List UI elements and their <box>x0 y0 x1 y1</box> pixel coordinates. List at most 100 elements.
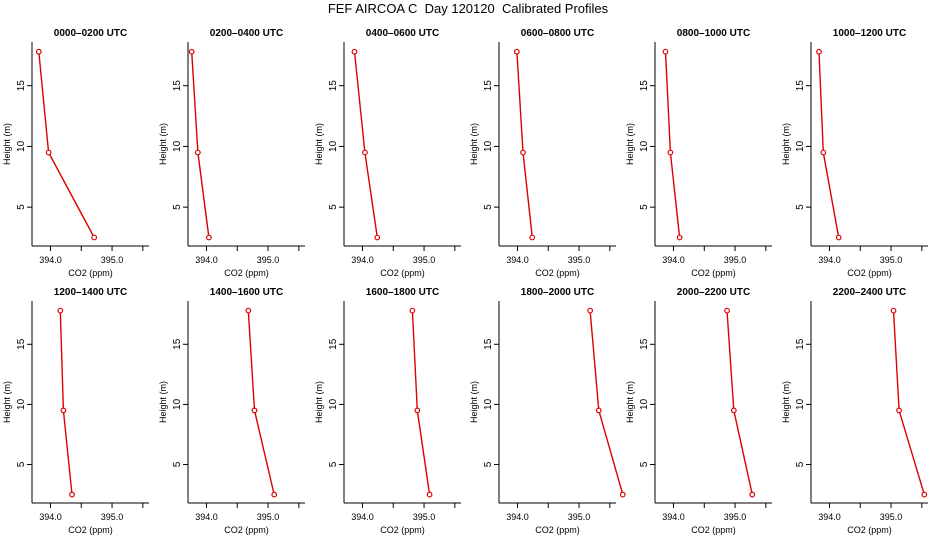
y-tick-label: 10 <box>483 398 494 410</box>
x-tick-label: 395.0 <box>880 512 903 522</box>
x-tick-label: 395.0 <box>413 255 436 265</box>
x-axis-label: CO2 (ppm) <box>68 525 113 535</box>
x-axis-label: CO2 (ppm) <box>224 525 269 535</box>
profile-line <box>191 51 210 238</box>
x-axis-label: CO2 (ppm) <box>847 268 892 278</box>
y-tick-label: 15 <box>795 80 806 92</box>
x-tick-label: 394.0 <box>195 512 218 522</box>
data-point <box>667 149 674 156</box>
data-point <box>245 307 252 314</box>
panel-title: 2200–2400 UTC <box>833 287 906 298</box>
profile-line <box>516 51 533 238</box>
panel-title: 0800–1000 UTC <box>677 28 750 39</box>
y-tick-label: 15 <box>16 338 27 350</box>
panel-title: 2000–2200 UTC <box>677 287 750 298</box>
y-tick-label: 5 <box>639 461 650 467</box>
x-tick-label: 395.0 <box>880 255 903 265</box>
x-tick-label: 395.0 <box>257 255 280 265</box>
profile-line <box>59 310 73 495</box>
x-axis-label: CO2 (ppm) <box>847 525 892 535</box>
x-tick-label: 394.0 <box>818 512 841 522</box>
x-axis-label: CO2 (ppm) <box>691 268 736 278</box>
data-point <box>271 491 278 498</box>
x-tick-label: 394.0 <box>195 255 218 265</box>
x-tick-label: 394.0 <box>351 255 374 265</box>
data-point <box>374 234 381 241</box>
data-point <box>816 48 822 55</box>
data-point <box>188 48 195 55</box>
y-axis-label: Height (m) <box>469 123 479 165</box>
data-point <box>513 48 520 55</box>
y-tick-label: 10 <box>16 140 27 152</box>
data-point <box>426 491 433 498</box>
data-point <box>91 234 98 241</box>
y-axis-label: Height (m) <box>158 123 168 165</box>
panel-title: 1600–1800 UTC <box>366 287 439 298</box>
y-tick-label: 5 <box>328 461 339 467</box>
profile-line <box>589 310 624 495</box>
y-tick-label: 15 <box>483 80 494 92</box>
y-tick-label: 5 <box>172 461 183 467</box>
x-axis-label: CO2 (ppm) <box>68 268 113 278</box>
y-tick-label: 15 <box>16 80 27 92</box>
panel-title: 1800–2000 UTC <box>521 287 594 298</box>
profile-line <box>726 310 753 495</box>
profile-line <box>664 51 681 238</box>
data-point <box>921 491 928 498</box>
x-tick-label: 395.0 <box>568 512 591 522</box>
data-point <box>529 234 536 241</box>
x-axis-label: CO2 (ppm) <box>691 525 736 535</box>
y-axis-label: Height (m) <box>625 123 635 165</box>
y-tick-label: 15 <box>639 80 650 92</box>
panel-title: 0200–0400 UTC <box>210 28 283 39</box>
data-point <box>619 491 626 498</box>
y-tick-label: 15 <box>795 338 806 350</box>
x-tick-label: 394.0 <box>351 512 374 522</box>
data-point <box>362 149 368 156</box>
x-tick-label: 395.0 <box>568 255 591 265</box>
panel-title: 0000–0200 UTC <box>54 28 127 39</box>
x-tick-label: 394.0 <box>506 255 529 265</box>
data-point <box>730 407 737 414</box>
data-point <box>896 407 902 414</box>
data-point <box>587 307 594 314</box>
data-point <box>206 234 212 241</box>
x-tick-label: 395.0 <box>724 255 747 265</box>
y-axis-label: Height (m) <box>2 381 12 423</box>
panel-title: 1200–1400 UTC <box>54 287 127 298</box>
data-point <box>414 407 421 414</box>
y-tick-label: 10 <box>795 398 806 410</box>
data-point <box>45 149 52 156</box>
data-point <box>57 307 64 314</box>
y-tick-label: 10 <box>639 140 650 152</box>
profile-line <box>411 310 431 495</box>
panel-title: 0400–0600 UTC <box>366 28 439 39</box>
y-tick-label: 15 <box>483 338 494 350</box>
y-tick-label: 10 <box>172 140 183 152</box>
data-point <box>194 149 201 156</box>
x-axis-label: CO2 (ppm) <box>535 525 580 535</box>
data-point <box>749 491 756 498</box>
data-point <box>409 307 416 314</box>
profile-line <box>38 51 95 238</box>
y-tick-label: 10 <box>16 398 27 410</box>
data-point <box>251 407 258 414</box>
x-axis-label: CO2 (ppm) <box>380 268 425 278</box>
profile-line <box>247 310 275 495</box>
y-tick-label: 15 <box>328 338 339 350</box>
x-tick-label: 394.0 <box>39 255 62 265</box>
x-tick-label: 395.0 <box>257 512 280 522</box>
x-tick-label: 395.0 <box>413 512 436 522</box>
panel-title: 1400–1600 UTC <box>210 287 283 298</box>
x-tick-label: 394.0 <box>818 255 841 265</box>
y-tick-label: 5 <box>16 204 27 210</box>
y-tick-label: 5 <box>172 204 183 210</box>
data-point <box>520 149 526 156</box>
y-axis-label: Height (m) <box>625 381 635 423</box>
x-axis-label: CO2 (ppm) <box>535 268 580 278</box>
y-axis-label: Height (m) <box>781 381 791 423</box>
y-tick-label: 10 <box>328 140 339 152</box>
panel-title: 1000–1200 UTC <box>833 28 906 39</box>
data-point <box>724 307 730 314</box>
